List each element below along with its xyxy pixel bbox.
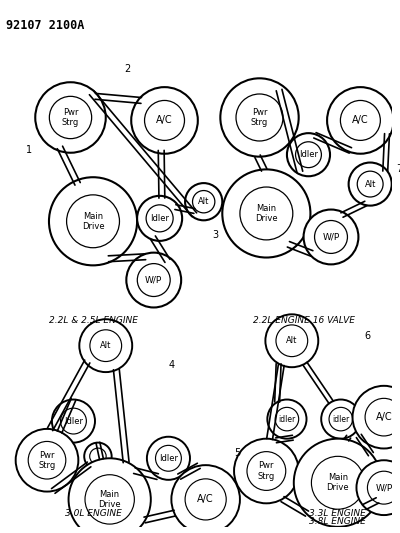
Text: 92107 2100A: 92107 2100A (6, 20, 84, 33)
Text: Idler: Idler (64, 417, 83, 425)
Circle shape (79, 319, 132, 372)
Text: W/P: W/P (375, 483, 392, 492)
Text: Idler: Idler (150, 214, 169, 223)
Text: Alt: Alt (100, 341, 112, 350)
Circle shape (304, 209, 358, 264)
Text: Main
Drive: Main Drive (98, 490, 121, 509)
Circle shape (267, 400, 306, 439)
Text: 7: 7 (396, 164, 400, 174)
Circle shape (171, 465, 240, 533)
Circle shape (234, 439, 299, 503)
Text: 3.8L ENGINE: 3.8L ENGINE (310, 517, 366, 526)
Text: A/C: A/C (156, 116, 173, 125)
Circle shape (52, 400, 95, 442)
Text: 3.3L ENGINE: 3.3L ENGINE (310, 509, 366, 518)
Circle shape (356, 460, 400, 515)
Text: Pwr
Strg: Pwr Strg (251, 108, 268, 127)
Circle shape (287, 133, 330, 176)
Circle shape (126, 253, 181, 308)
Circle shape (147, 437, 190, 480)
Circle shape (352, 386, 400, 448)
Circle shape (265, 314, 318, 367)
Circle shape (220, 78, 299, 157)
Text: Pwr
Strg: Pwr Strg (258, 461, 275, 481)
Text: 3: 3 (212, 230, 218, 240)
Text: Main
Drive: Main Drive (82, 212, 104, 231)
Text: A/C: A/C (376, 412, 392, 422)
Text: 2: 2 (124, 63, 130, 74)
Text: 4: 4 (168, 360, 174, 370)
Circle shape (137, 196, 182, 241)
Text: Main
Drive: Main Drive (255, 204, 278, 223)
Circle shape (349, 163, 392, 206)
Text: 5: 5 (234, 448, 240, 458)
Text: Idler: Idler (159, 454, 178, 463)
Circle shape (68, 458, 151, 533)
Text: A/C: A/C (352, 116, 369, 125)
Text: Alt: Alt (286, 336, 298, 345)
Text: 3.0L ENGINE: 3.0L ENGINE (64, 509, 122, 518)
Text: 6: 6 (364, 331, 370, 341)
Circle shape (294, 439, 382, 527)
Text: 2.2L & 2.5L ENGINE: 2.2L & 2.5L ENGINE (48, 316, 138, 325)
Text: idler: idler (332, 415, 350, 424)
Circle shape (84, 442, 112, 470)
Circle shape (35, 82, 106, 153)
Text: idler: idler (278, 415, 296, 424)
Text: Idler: Idler (299, 150, 318, 159)
Text: W/P: W/P (145, 276, 162, 285)
Circle shape (49, 177, 137, 265)
Text: Pwr
Strg: Pwr Strg (62, 108, 79, 127)
Text: Alt: Alt (364, 180, 376, 189)
Text: Alt: Alt (198, 197, 209, 206)
Circle shape (327, 87, 394, 154)
Text: Pwr
Strg: Pwr Strg (38, 450, 56, 470)
Circle shape (16, 429, 78, 491)
Circle shape (222, 169, 310, 257)
Circle shape (185, 183, 222, 220)
Circle shape (321, 400, 360, 439)
Circle shape (131, 87, 198, 154)
Text: A/C: A/C (197, 495, 214, 504)
Text: 2.2L ENGINE 16 VALVE: 2.2L ENGINE 16 VALVE (252, 316, 354, 325)
Text: 1: 1 (26, 145, 32, 155)
Text: Main
Drive: Main Drive (326, 473, 349, 492)
Text: W/P: W/P (322, 232, 340, 241)
